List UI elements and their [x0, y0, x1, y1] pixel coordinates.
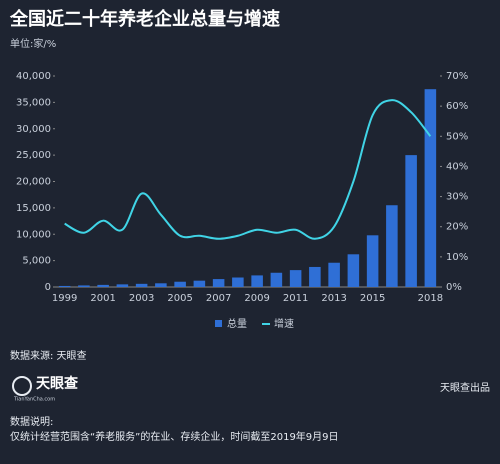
unit: 单位:家/%	[10, 37, 56, 50]
bar	[366, 235, 379, 287]
y-tick-label: 10,000	[16, 229, 51, 240]
x-tick-label: 2003	[129, 293, 154, 304]
bar	[289, 270, 302, 287]
bar	[174, 281, 186, 287]
logo-name: 天眼查	[36, 375, 79, 392]
y2-tick-label: 60%	[446, 101, 468, 112]
bar	[78, 285, 90, 287]
notes-text: 仅统计经营范围含“养老服务”的在业、存续企业，时间截至2019年9月9日	[10, 430, 339, 443]
y-tick-label: 0	[45, 282, 51, 293]
y-tick-label: 5,000	[22, 256, 51, 267]
producer: 天眼查出品	[440, 381, 490, 394]
x-tick-label: 2015	[360, 293, 385, 304]
x-tick-label: 2018	[418, 293, 443, 304]
y2-tick-label: 0%	[446, 282, 462, 293]
bar	[135, 283, 148, 287]
bar	[193, 280, 206, 287]
y2-tick-label: 70%	[446, 71, 468, 82]
bar	[155, 283, 167, 287]
bar	[212, 279, 225, 287]
bar	[116, 284, 129, 287]
logo-site: TianYanCha.com	[13, 397, 55, 403]
title: 全国近二十年养老企业总量与增速	[9, 8, 280, 30]
legend-swatch	[215, 320, 222, 327]
bar	[405, 155, 417, 287]
y2-tick-label: 40%	[446, 161, 468, 172]
bar	[251, 275, 263, 287]
y-tick-label: 20,000	[16, 177, 51, 188]
y2-tick-label: 30%	[446, 192, 468, 203]
y-tick-label: 25,000	[16, 150, 51, 161]
source: 数据来源: 天眼查	[10, 349, 87, 362]
bar	[386, 205, 398, 287]
y2-tick-label: 50%	[446, 131, 468, 142]
notes-heading: 数据说明:	[10, 415, 53, 428]
x-tick-label: 2011	[283, 293, 308, 304]
legend-label: 增速	[274, 317, 294, 330]
y-tick-label: 30,000	[16, 124, 51, 135]
y2-tick-label: 10%	[446, 252, 468, 263]
x-tick-label: 1999	[52, 293, 77, 304]
logo-icon	[12, 376, 32, 396]
bar	[232, 277, 244, 287]
x-tick-label: 2005	[167, 293, 192, 304]
bar	[347, 254, 360, 287]
bar	[328, 262, 340, 287]
y-tick-label: 35,000	[16, 97, 51, 108]
line	[64, 99, 432, 240]
bar	[309, 266, 321, 287]
bar	[270, 272, 283, 287]
bar	[58, 285, 71, 287]
chart: 0 5,000 10,000 15,000 20,000 25,000 30,000 35,0…	[16, 71, 468, 330]
y2-tick-label: 20%	[446, 222, 468, 233]
y-tick-label: 40,000	[16, 71, 51, 82]
legend-label: 总量	[227, 317, 247, 330]
x-tick-label: 2013	[321, 293, 346, 304]
bar	[97, 284, 109, 287]
y-tick-label: 15,000	[16, 203, 51, 214]
x-tick-label: 2007	[206, 293, 231, 304]
x-tick-label: 2009	[244, 293, 269, 304]
bar	[424, 89, 437, 287]
x-tick-label: 2001	[90, 293, 115, 304]
